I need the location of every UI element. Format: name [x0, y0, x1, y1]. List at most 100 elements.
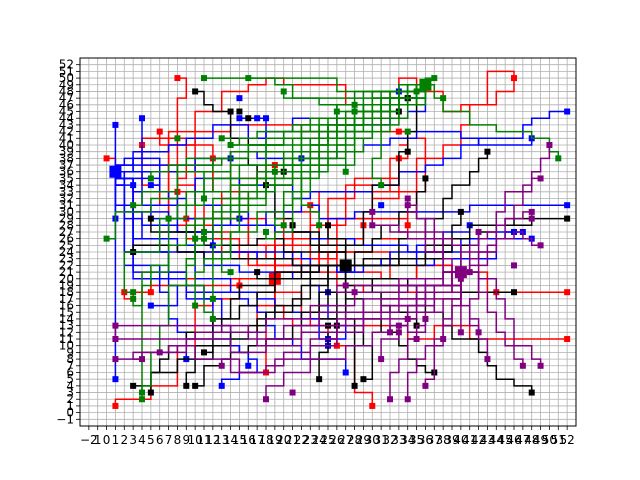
data-point	[387, 329, 393, 336]
x-tick-label: 0	[103, 433, 111, 447]
data-point	[351, 101, 358, 108]
y-tick-label: 5	[66, 372, 74, 386]
data-point	[112, 121, 119, 128]
data-point	[316, 222, 323, 229]
data-point	[201, 235, 207, 242]
x-tick-label: 39	[444, 433, 459, 447]
data-point	[404, 202, 411, 209]
y-tick-label: 31	[59, 198, 74, 212]
hub-point	[109, 165, 122, 178]
y-tick-label: 17	[59, 292, 74, 306]
y-tick-label: 7	[66, 359, 74, 373]
x-tick-label: 30	[365, 433, 380, 447]
data-point	[209, 315, 216, 322]
data-point	[528, 389, 535, 396]
y-tick-label: 24	[59, 245, 74, 259]
series-line	[406, 272, 462, 400]
data-point	[537, 242, 544, 249]
x-tick-label: 31	[374, 433, 389, 447]
data-point	[564, 336, 571, 343]
y-tick-label: 19	[59, 278, 74, 292]
x-tick-label: 40	[453, 433, 468, 447]
data-point	[112, 322, 119, 329]
x-tick-label: 41	[462, 433, 477, 447]
data-point	[280, 88, 287, 95]
y-tick-label: 27	[59, 225, 74, 239]
x-tick-label: 42	[471, 433, 486, 447]
data-point	[404, 148, 411, 155]
y-tick-label: 35	[59, 171, 74, 185]
x-tick-label: 37	[427, 433, 442, 447]
y-tick-label: 15	[59, 305, 74, 319]
y-axis: −101234567891011121314151617181920212223…	[56, 58, 80, 426]
y-tick-label: 16	[59, 299, 74, 313]
data-point	[236, 108, 243, 115]
y-tick-label: 48	[59, 84, 74, 98]
series-line	[345, 211, 462, 267]
y-tick-label: 52	[59, 58, 74, 72]
x-tick-label: 32	[382, 433, 397, 447]
series-line	[168, 84, 426, 220]
series-group	[103, 70, 571, 409]
y-tick-label: 45	[59, 105, 74, 119]
x-tick-label: 21	[285, 433, 300, 447]
data-point	[475, 228, 482, 235]
series-line	[389, 272, 462, 333]
data-point	[413, 336, 420, 343]
data-point	[112, 336, 119, 343]
y-tick-label: 20	[59, 272, 74, 286]
data-point	[103, 235, 110, 242]
y-tick-label: 2	[66, 392, 74, 406]
data-point	[404, 222, 411, 229]
data-point	[484, 356, 491, 363]
data-point	[147, 389, 154, 396]
y-tick-label: 23	[59, 252, 74, 266]
series-line	[345, 217, 532, 267]
data-point	[245, 75, 252, 82]
y-tick-label: 3	[66, 386, 74, 400]
x-tick-label: 33	[391, 433, 406, 447]
data-point	[174, 75, 181, 82]
y-tick-label: 49	[59, 78, 74, 92]
data-point	[130, 202, 137, 209]
y-tick-label: 28	[59, 218, 74, 232]
series-line	[345, 217, 568, 267]
data-point	[147, 175, 154, 182]
data-point	[183, 382, 190, 389]
y-tick-label: 25	[59, 238, 74, 252]
data-point	[139, 396, 145, 403]
data-point	[528, 208, 535, 215]
data-point	[369, 222, 376, 229]
hub-point	[454, 266, 467, 279]
data-point	[422, 315, 429, 322]
data-point	[201, 75, 207, 82]
data-point	[440, 336, 447, 343]
data-point	[174, 135, 181, 142]
data-point	[263, 228, 269, 235]
data-point	[528, 215, 535, 222]
data-point	[564, 202, 571, 209]
x-tick-label: 27	[338, 433, 353, 447]
x-tick-label: 29	[356, 433, 371, 447]
data-point	[201, 228, 207, 235]
x-tick-label: 7	[165, 433, 173, 447]
data-point	[147, 182, 154, 189]
series-line	[132, 272, 462, 374]
y-tick-label: 22	[59, 258, 74, 272]
data-point	[564, 289, 571, 296]
series-line	[115, 271, 461, 340]
data-point	[280, 222, 287, 229]
data-point	[457, 275, 464, 282]
data-point	[254, 269, 261, 276]
data-point	[342, 168, 349, 175]
data-point	[466, 269, 473, 276]
series-3	[103, 75, 562, 403]
y-tick-label: 26	[59, 232, 74, 246]
data-point	[413, 88, 420, 95]
x-tick-label: 13	[214, 433, 229, 447]
data-point	[342, 369, 349, 376]
data-point	[511, 262, 517, 269]
y-tick-label: 4	[66, 379, 74, 393]
data-point	[555, 155, 562, 162]
